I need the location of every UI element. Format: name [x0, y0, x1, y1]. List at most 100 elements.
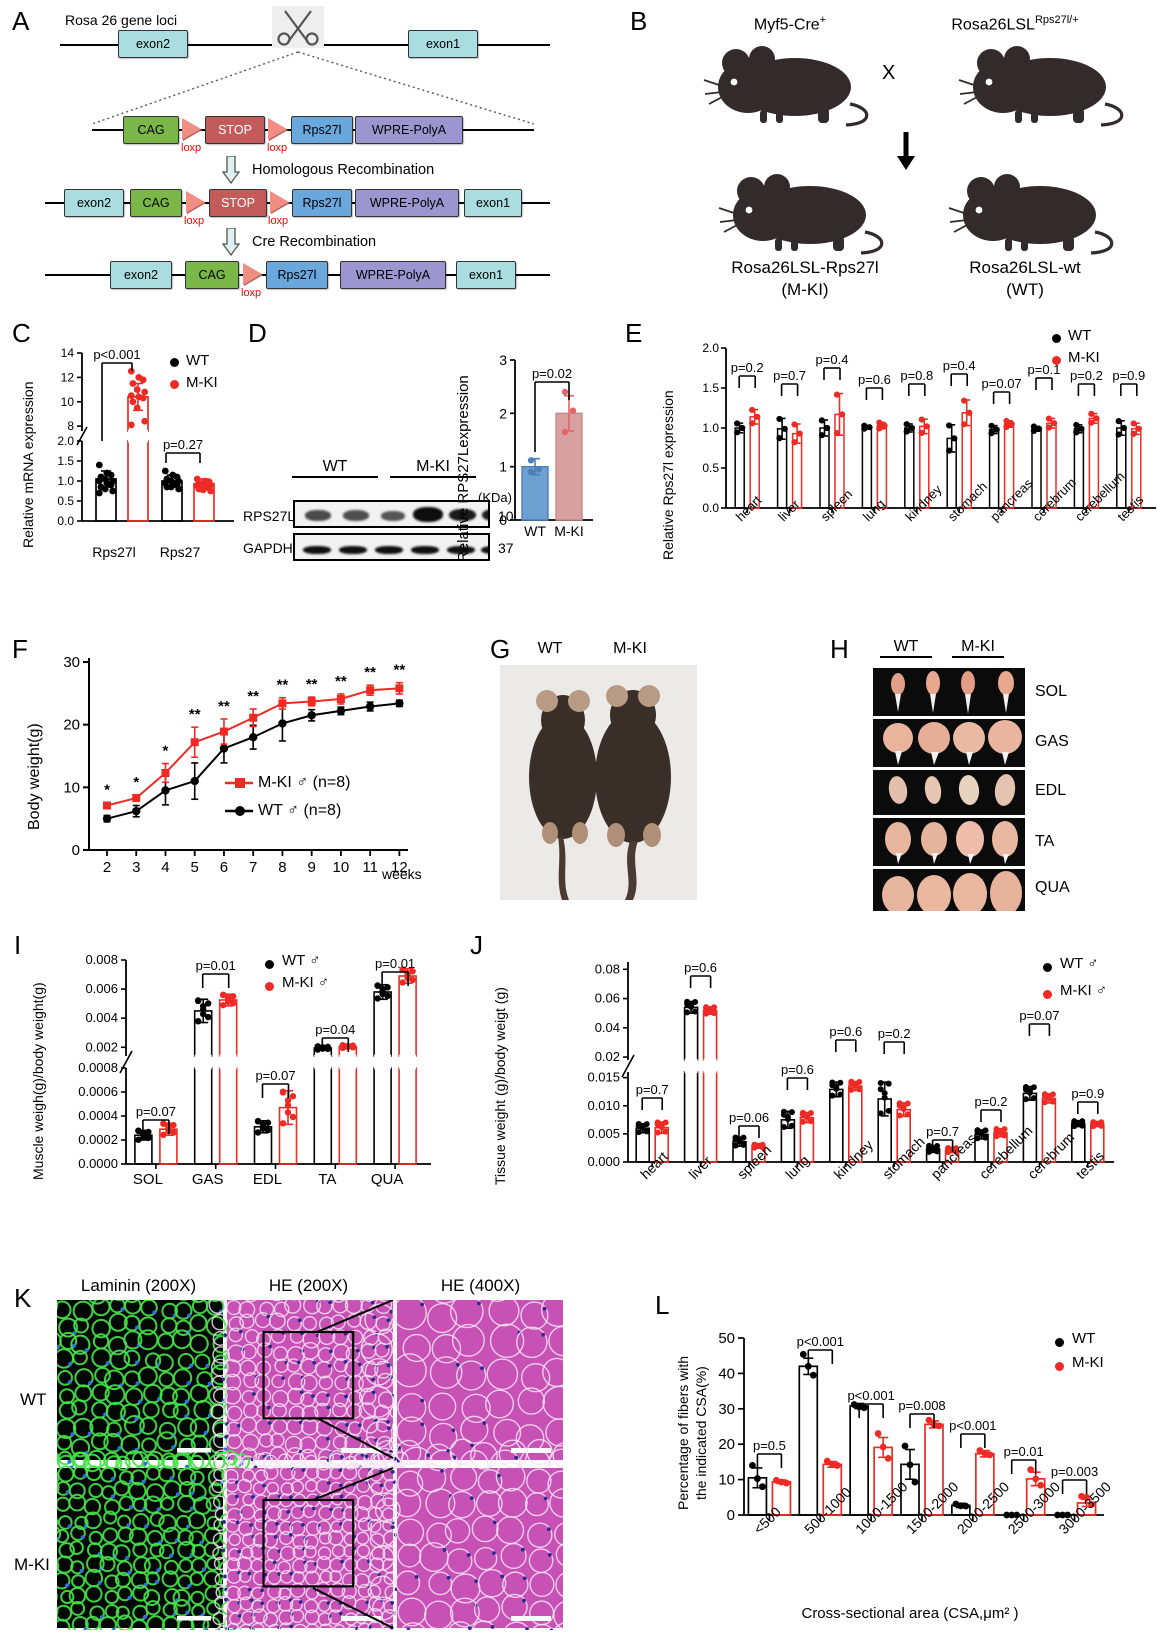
- blot-group-label-wt: WT: [292, 458, 378, 478]
- svg-text:p=0.6: p=0.6: [781, 1062, 814, 1077]
- svg-text:0.0: 0.0: [702, 501, 719, 515]
- blot-mw-10: 10: [498, 508, 514, 524]
- svg-text:**: **: [335, 673, 347, 690]
- svg-text:p=0.7: p=0.7: [636, 1082, 669, 1097]
- panel-g-label-ki: M-KI: [613, 640, 647, 657]
- gene-box-exon2-row1: exon2: [118, 30, 188, 58]
- panel-k-col-label-laminin: Laminin (200X): [80, 1276, 197, 1295]
- mouse-icon-parent-right: [958, 46, 1124, 127]
- svg-text:**: **: [277, 677, 289, 694]
- loxp-triangle-1-row3: [186, 191, 205, 213]
- svg-text:5: 5: [191, 859, 199, 876]
- svg-text:14: 14: [61, 346, 75, 360]
- panel-f-chart: 0 10 20 30 2 3 4 5 6 7 8 9 10 11 12 * * * ** ** ** ** ** ** ** **: [55, 650, 430, 885]
- panel-c-legend-label-ki: M-KI: [186, 374, 218, 391]
- svg-text:8: 8: [278, 859, 286, 876]
- band-gapdh-5: [447, 546, 475, 554]
- chart-canvas: 0.0000 0.0002 0.0004 0.0006 0.0008 0.002 0.004…: [78, 952, 431, 1188]
- svg-text:20: 20: [718, 1436, 735, 1453]
- he200-image-mki: [211, 1451, 413, 1635]
- panel-k-image-grid: [37, 1266, 611, 1635]
- gene-box-stop-row2: STOP: [205, 116, 265, 144]
- svg-text:3: 3: [132, 859, 140, 876]
- panel-i-legend-dot-ki: [265, 982, 274, 991]
- chart-canvas: [37, 1266, 611, 1635]
- panel-letter-k: K: [14, 1283, 32, 1313]
- gene-box-rps27l-row4: Rps27l: [266, 261, 328, 289]
- svg-text:p=0.07: p=0.07: [1019, 1008, 1059, 1023]
- panel-letter-l: L: [655, 1290, 670, 1320]
- panel-l-legend-label-wt: WT: [1072, 1330, 1096, 1347]
- svg-text:p=0.7: p=0.7: [773, 368, 806, 383]
- panel-h-row-qua: [873, 869, 1025, 911]
- panel-h-label-gas: GAS: [1035, 733, 1069, 750]
- loxp-label-2-row3: loxp: [268, 215, 289, 227]
- svg-text:**: **: [306, 676, 318, 693]
- panel-g-label-wt: WT: [537, 640, 563, 657]
- band-gapdh-4: [411, 546, 439, 554]
- panel-l-ylabel-line2: the indicated CSA(%): [693, 1366, 709, 1500]
- svg-text:heart: heart: [637, 1148, 671, 1182]
- panel-g-mouse-photo: [500, 665, 697, 900]
- panel-e-legend-dot-ki: [1052, 356, 1061, 365]
- he400-image-mki: [366, 1438, 610, 1635]
- chart-canvas: 0.0 0.5 1.0 1.5 2.08 10 12 14 Rps27l Rps27 p<0.001…: [57, 346, 234, 560]
- svg-text:9: 9: [307, 859, 315, 876]
- parent-left-text: Myf5-Cre: [753, 16, 820, 34]
- offspring-right-label: Rosa26LSL-wt: [969, 258, 1081, 277]
- laminin-image-wt: [37, 1278, 249, 1492]
- svg-text:**: **: [247, 688, 259, 705]
- panel-i-legend-dot-wt: [265, 960, 274, 969]
- svg-text:p<0.001: p<0.001: [949, 1418, 996, 1433]
- chart-canvas: 0.00.51.01.52.0heartp=0.2liverp=0.7splee…: [702, 341, 1156, 524]
- svg-text:10: 10: [63, 779, 80, 796]
- loxp-triangle-2-row3: [270, 191, 289, 213]
- svg-text:**: **: [218, 698, 230, 715]
- svg-text:QUA: QUA: [371, 1171, 404, 1188]
- svg-text:30: 30: [718, 1401, 735, 1418]
- svg-text:p=0.7: p=0.7: [926, 1124, 959, 1139]
- panel-h-row-gas: [873, 719, 1025, 767]
- svg-text:6: 6: [220, 859, 228, 876]
- svg-text:EDL: EDL: [253, 1171, 282, 1188]
- panel-c-ylabel: Relative mRNA expression: [20, 381, 36, 548]
- svg-text:spleen: spleen: [818, 486, 856, 524]
- panel-letter-c: C: [12, 318, 31, 348]
- gene-box-stop-row3: STOP: [209, 189, 267, 217]
- svg-text:50: 50: [718, 1330, 735, 1347]
- blot-band-row-gapdh: [293, 533, 490, 561]
- panel-l-ylabel-line1: Percentage of fibers with: [675, 1355, 691, 1510]
- svg-text:0.006: 0.006: [85, 981, 118, 996]
- svg-text:<500: <500: [750, 1503, 784, 1537]
- panel-d-chart: 0 1 2 3 WT M-KI p=0.02: [485, 340, 595, 555]
- loxp-triangle-row4: [243, 263, 262, 285]
- svg-text:kindney: kindney: [831, 1137, 876, 1182]
- svg-text:p=0.003: p=0.003: [1051, 1464, 1098, 1479]
- svg-text:0.0004: 0.0004: [78, 1108, 118, 1123]
- gene-box-exon1-row4: exon1: [456, 261, 516, 289]
- panel-j-ylabel: Tissue weight (g)/body weigt (g): [492, 987, 508, 1185]
- panel-letter-g: G: [490, 634, 511, 664]
- panel-k-row-label-wt: WT: [20, 1390, 47, 1409]
- blot-group-label-ki: M-KI: [390, 458, 476, 478]
- svg-text:p=0.2: p=0.2: [878, 1026, 911, 1041]
- band-gapdh-1: [303, 546, 331, 554]
- laminin-image-mki: [37, 1448, 255, 1635]
- svg-text:1.5: 1.5: [57, 454, 74, 468]
- svg-text:1500-2000: 1500-2000: [903, 1478, 962, 1537]
- svg-text:p=0.27: p=0.27: [163, 437, 203, 452]
- svg-text:p=0.01: p=0.01: [375, 956, 415, 971]
- svg-text:2.0: 2.0: [702, 341, 719, 355]
- svg-text:stomach: stomach: [879, 1133, 928, 1182]
- panel-h-label-sol: SOL: [1035, 683, 1068, 700]
- gene-box-cag-row2: CAG: [123, 116, 179, 144]
- gene-box-wpre-row3: WPRE-PolyA: [355, 189, 459, 217]
- panel-h-label-qua: QUA: [1035, 879, 1070, 896]
- svg-text:p=0.07: p=0.07: [255, 1068, 295, 1083]
- svg-text:p=0.9: p=0.9: [1071, 1086, 1104, 1101]
- panel-letter-i: I: [14, 930, 22, 960]
- blot-band-row-rps27l: [293, 500, 490, 528]
- parent-left-label: Myf5-Cre+: [700, 14, 880, 34]
- panel-e-legend-label-wt: WT: [1068, 327, 1092, 344]
